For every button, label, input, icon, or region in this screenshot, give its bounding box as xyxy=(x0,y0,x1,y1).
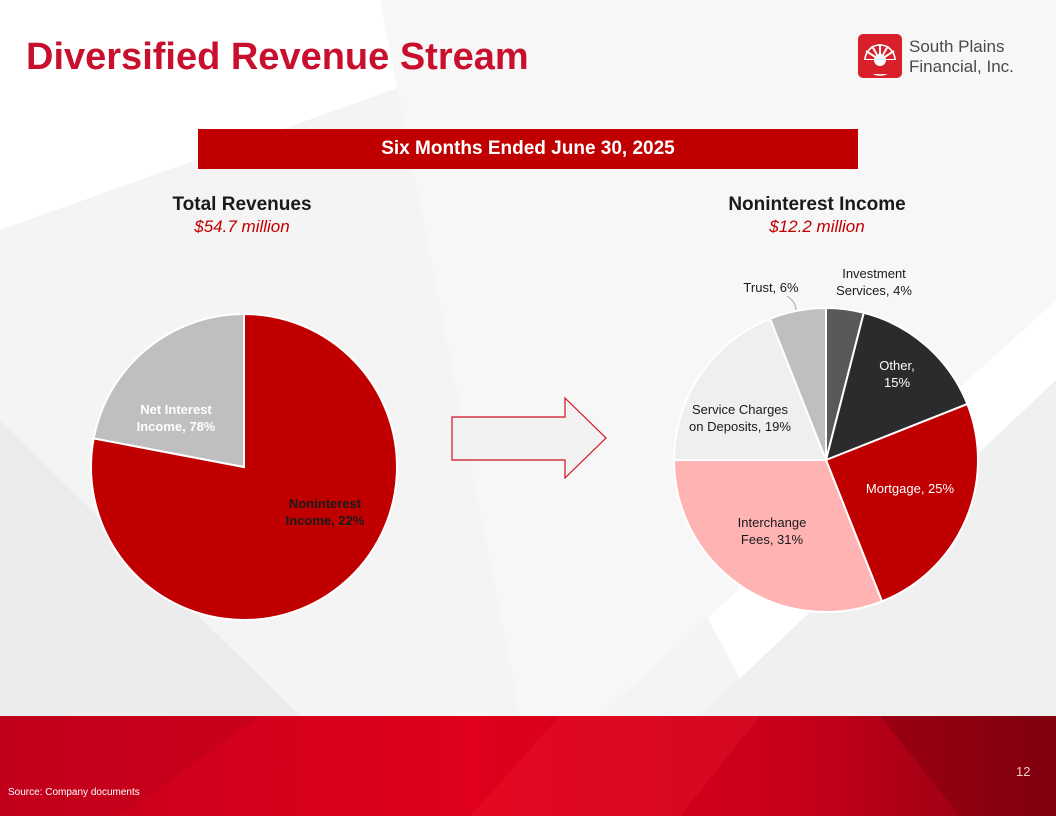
slice-label: Mortgage, 25% xyxy=(866,481,955,496)
pie-slice xyxy=(768,306,827,461)
pie-slice xyxy=(672,459,884,613)
total-revenues-pie: Net Interest Income, 78% Noninterest Income… xyxy=(90,312,398,621)
noninterest-income-heading: Noninterest Income $12.2 million xyxy=(667,194,967,238)
logo-name-line-1: South Plains xyxy=(909,37,1005,56)
slice-label: Investment Services, 4% xyxy=(836,266,912,298)
pie-slice xyxy=(824,402,979,603)
chart-subtitle: $54.7 million xyxy=(194,217,290,236)
slice-label: Other, 15% xyxy=(879,358,914,390)
total-revenues-heading: Total Revenues $54.7 million xyxy=(92,194,392,238)
page-title: Diversified Revenue Stream xyxy=(26,36,529,78)
pie-slice xyxy=(824,311,969,462)
sun-rays-logo-icon xyxy=(858,34,902,78)
logo-name-line-2: Financial, Inc. xyxy=(909,57,1014,76)
right-arrow-icon xyxy=(451,396,607,480)
pie-charts: Net Interest Income, 78% Noninterest Income… xyxy=(90,266,979,621)
chart-subtitle: $12.2 million xyxy=(769,217,865,236)
footer-shading xyxy=(0,716,1056,816)
pie-slice xyxy=(672,317,828,461)
pie-slice xyxy=(90,312,398,621)
slice-label: Service Charges on Deposits, 19% xyxy=(689,402,791,434)
pie-slice xyxy=(92,312,245,469)
slice-label: Net Interest Income, 78% xyxy=(137,402,216,434)
noninterest-income-pie: Investment Services, 4% Other, 15% Mortgage,… xyxy=(672,266,979,613)
footer-band xyxy=(0,716,1056,816)
chart-title: Noninterest Income xyxy=(728,194,906,215)
leader-line xyxy=(786,295,797,311)
slice-label: Noninterest Income, 22% xyxy=(286,496,365,528)
slice-label: Trust, 6% xyxy=(743,280,799,295)
source-note: Source: Company documents xyxy=(8,787,140,798)
company-logo: South Plains Financial, Inc. xyxy=(858,34,1028,80)
chart-title: Total Revenues xyxy=(172,194,312,215)
page-number: 12 xyxy=(1016,764,1031,779)
period-banner: Six Months Ended June 30, 2025 xyxy=(198,129,858,169)
slice-label: Interchange Fees, 31% xyxy=(738,515,807,547)
